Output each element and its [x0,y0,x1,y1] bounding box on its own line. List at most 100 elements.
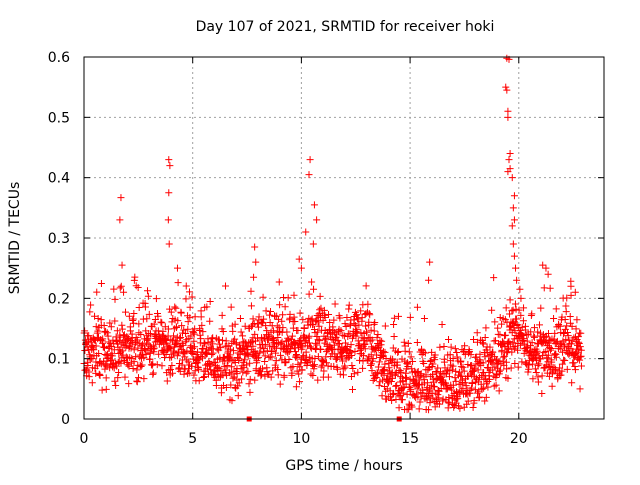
data-point [439,395,447,403]
data-point [445,336,453,344]
data-point [99,335,107,343]
data-point [355,321,363,329]
data-point [113,362,121,370]
data-point [117,282,125,290]
data-point [519,336,527,344]
data-point [222,337,230,345]
data-point [420,314,428,322]
data-point [365,318,373,326]
data-point [239,332,247,340]
data-point [107,323,115,331]
data-point [292,350,300,358]
data-point [312,316,320,324]
data-point [182,330,190,338]
data-point [423,379,431,387]
data-point [496,331,504,339]
data-point [163,339,171,347]
data-point [544,351,552,359]
data-point [362,282,370,290]
data-point [285,356,293,364]
data-point [294,326,302,334]
data-point [339,371,347,379]
data-point [165,366,173,374]
data-point [552,305,560,313]
data-point [433,369,441,377]
data-point [199,328,207,336]
data-point [445,399,453,407]
data-point [470,397,478,405]
data-point [551,329,559,337]
data-point [561,315,569,323]
data-point [466,389,474,397]
data-point [314,318,322,326]
data-point [393,361,401,369]
data-point [420,360,428,368]
data-point [521,326,529,334]
data-point [345,305,353,313]
data-point [321,336,329,344]
data-point [281,303,289,311]
data-point [515,306,523,314]
data-point [495,387,503,395]
data-point [446,351,454,359]
data-point [172,339,180,347]
data-point [428,348,436,356]
data-point [422,371,430,379]
data-point [317,346,325,354]
data-point [195,377,203,385]
data-point [282,359,290,367]
data-point [111,317,119,325]
data-point [243,361,251,369]
data-point [196,331,204,339]
data-point [381,348,389,356]
data-point [212,381,220,389]
data-point [461,379,469,387]
data-point [188,362,196,370]
data-point [507,364,515,372]
data-point [321,314,329,322]
data-point [313,341,321,349]
data-point [254,334,261,342]
data-point [235,355,243,363]
data-point [506,296,514,304]
data-point [562,336,570,344]
data-point [191,367,199,375]
data-point [118,261,126,269]
data-point [375,358,383,366]
data-point [494,324,502,332]
data-point [490,274,498,282]
data-point [140,375,148,383]
data-point [142,350,150,358]
data-point [461,342,469,350]
data-point [405,348,413,356]
data-point [418,345,426,353]
data-point [435,394,443,402]
data-point [213,345,221,353]
data-point [494,359,502,367]
data-point [330,316,338,324]
data-point [217,344,225,352]
data-point [490,382,498,390]
data-point [267,373,275,381]
data-point [130,346,138,354]
data-point [262,322,270,330]
data-point [206,298,214,306]
data-point [563,294,571,302]
data-point [505,345,513,353]
data-point [367,326,375,334]
data-point [557,371,565,379]
data-point [154,312,162,320]
data-point [92,342,100,350]
data-point [551,350,559,358]
data-point [537,304,545,312]
data-point [247,287,255,295]
data-point [133,366,141,374]
data-point [265,333,273,341]
data-point [566,319,574,327]
data-point [316,306,324,314]
data-point [312,339,320,347]
data-point [176,367,184,375]
data-point [134,283,142,291]
data-point [158,362,166,370]
data-point [357,329,365,337]
